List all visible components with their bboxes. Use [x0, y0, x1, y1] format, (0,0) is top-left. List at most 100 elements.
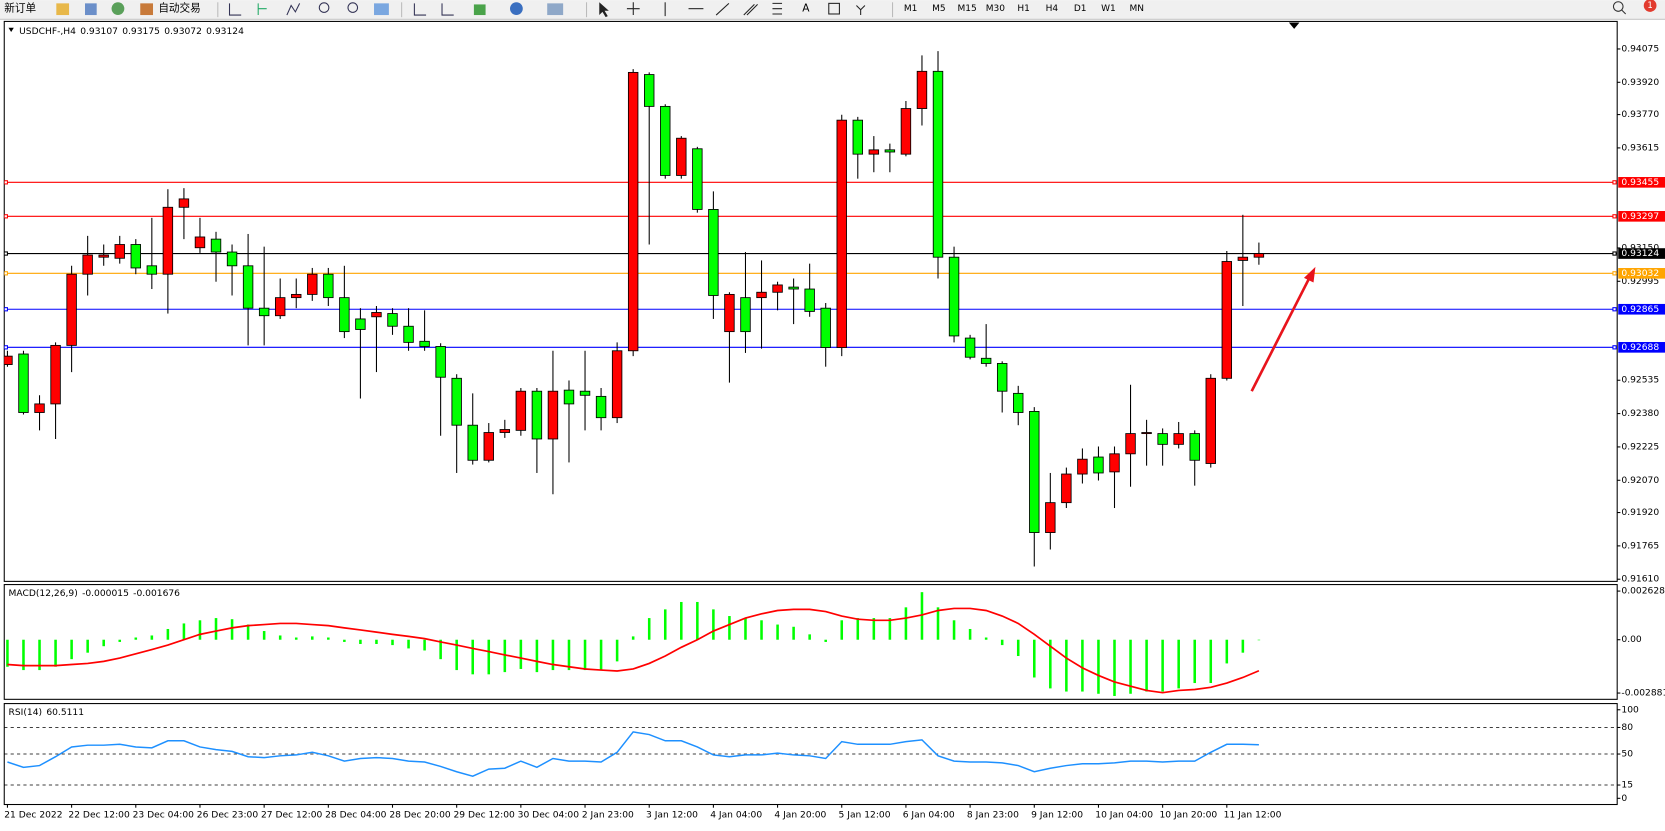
timeframe-button[interactable]: M5 — [932, 4, 946, 14]
level-handle[interactable] — [1612, 214, 1617, 219]
macd-bar — [647, 618, 651, 640]
symbol-menu[interactable] — [8, 27, 14, 33]
level-handle[interactable] — [4, 180, 8, 185]
new-order-button[interactable]: 新订单 — [4, 2, 36, 15]
icon[interactable] — [547, 3, 564, 16]
level-handle[interactable] — [1612, 180, 1617, 185]
icon[interactable] — [374, 3, 389, 16]
candle-body — [579, 390, 591, 396]
label-tool[interactable] — [828, 2, 840, 15]
trendline-tool[interactable] — [715, 2, 730, 16]
candle-body — [1077, 458, 1088, 475]
candle-body — [788, 286, 799, 290]
level-handle[interactable] — [4, 271, 8, 276]
search-icon[interactable] — [1612, 1, 1624, 12]
level-handle[interactable] — [1612, 271, 1617, 276]
y-tick-label: 0.00 — [1621, 635, 1642, 645]
arrows-tool[interactable] — [856, 5, 866, 16]
search-icon[interactable] — [1621, 9, 1627, 15]
rsi-line — [7, 731, 1259, 777]
timeframe-button[interactable]: MN — [1129, 4, 1144, 14]
timeframe-button[interactable]: M1 — [904, 4, 918, 14]
candle-body — [4, 355, 13, 365]
candle-body — [371, 312, 382, 318]
candle-body — [1045, 502, 1056, 533]
macd-signal-line — [7, 607, 1260, 694]
rsi-value: 60.5111 — [46, 708, 84, 718]
y-tick-label: 50 — [1621, 750, 1633, 760]
icon[interactable] — [228, 3, 242, 16]
shift-marker[interactable] — [1288, 22, 1300, 29]
icon[interactable] — [111, 2, 125, 16]
arrow-head — [1303, 266, 1316, 283]
macd-bar — [824, 639, 827, 642]
icon[interactable] — [56, 3, 70, 16]
icon[interactable] — [441, 3, 454, 16]
timeframe-button[interactable]: D1 — [1074, 4, 1087, 14]
level-handle[interactable] — [1612, 307, 1617, 312]
level-handle[interactable] — [4, 251, 8, 256]
y-tick-label: 0.91920 — [1621, 508, 1659, 518]
candle-body — [676, 137, 687, 176]
timeframe-button[interactable]: M30 — [986, 4, 1006, 14]
channel-tool[interactable] — [743, 4, 758, 16]
auto-trading-button[interactable]: 自动交易 — [158, 2, 200, 15]
timeframe-button[interactable]: H1 — [1017, 4, 1030, 14]
icon[interactable] — [510, 2, 523, 16]
candle-body — [708, 209, 719, 296]
chart-header: USDCHF-,H4 0.93107 0.93175 0.93072 0.93124 — [19, 26, 244, 36]
icon[interactable] — [413, 3, 427, 16]
level-handle[interactable] — [1612, 251, 1617, 256]
candle-body — [644, 74, 655, 107]
y-tick-label: 0.93770 — [1621, 110, 1659, 120]
x-tick-label: 8 Jan 23:00 — [967, 811, 1019, 821]
macd-bar — [214, 618, 218, 640]
level-handle[interactable] — [1612, 345, 1617, 350]
timeframe-button[interactable]: W1 — [1101, 4, 1116, 14]
y-tick-label: 0.91610 — [1621, 575, 1659, 585]
candle-body — [916, 70, 928, 109]
close-value: 0.93124 — [206, 26, 244, 36]
candle-body — [323, 273, 334, 299]
macd-bar — [567, 639, 571, 671]
macd-bar — [359, 639, 362, 644]
candle-body — [66, 273, 77, 346]
fibo-tool[interactable] — [772, 2, 783, 15]
y-tick-label: 0.92535 — [1621, 376, 1659, 386]
timeframe-button[interactable]: M15 — [957, 4, 976, 14]
toolbar-bg — [0, 0, 1665, 20]
level-handle[interactable] — [4, 345, 8, 350]
candle-body — [1205, 377, 1216, 464]
low-value: 0.93072 — [164, 26, 202, 36]
macd-bar — [1065, 639, 1068, 692]
level-handle[interactable] — [4, 214, 8, 219]
icon[interactable] — [286, 3, 301, 16]
level-handle[interactable] — [4, 307, 8, 312]
icon[interactable] — [140, 3, 154, 16]
macd-header: MACD(12,26,9) -0.000015 -0.001676 — [9, 589, 181, 599]
timeframe-button[interactable]: H4 — [1046, 4, 1059, 14]
candle-body — [692, 148, 703, 210]
macd-bar — [375, 639, 378, 644]
icon[interactable] — [85, 3, 97, 16]
x-tick-label: 3 Jan 12:00 — [646, 811, 698, 821]
icon[interactable] — [318, 2, 330, 13]
icon[interactable] — [347, 2, 359, 13]
level-label-bg — [1618, 248, 1665, 259]
macd-bar — [1081, 639, 1084, 692]
notification-badge[interactable] — [1643, 0, 1657, 12]
x-tick-label: 6 Jan 04:00 — [903, 811, 955, 821]
icon[interactable] — [473, 4, 486, 16]
macd-bar — [551, 639, 555, 671]
cursor-tool[interactable] — [599, 2, 609, 18]
candle-body — [1013, 392, 1024, 413]
icon[interactable] — [257, 3, 267, 16]
macd-bar — [792, 626, 795, 640]
crosshair-tool[interactable] — [626, 2, 640, 16]
x-tick-label: 30 Dec 04:00 — [518, 811, 580, 821]
candle-body — [451, 377, 462, 426]
macd-bar — [246, 624, 250, 640]
macd-bar — [343, 639, 346, 642]
candle-body — [1189, 433, 1200, 461]
text-tool[interactable]: A — [802, 2, 810, 15]
